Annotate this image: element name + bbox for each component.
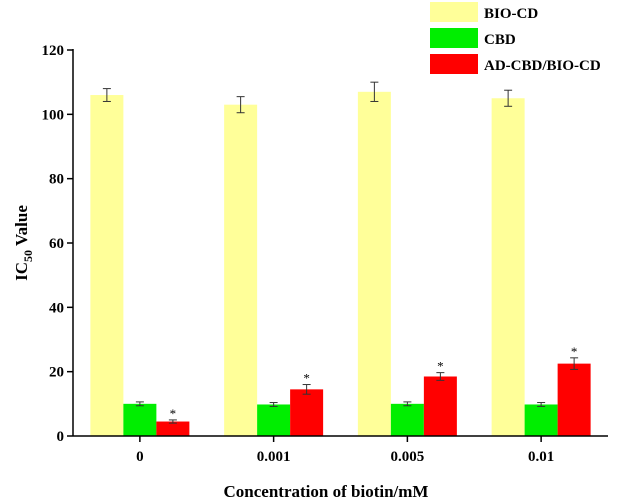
x-axis-title: Concentration of biotin/mM: [224, 482, 429, 501]
bar-bio-cd-3: [491, 98, 525, 436]
bar-cbd-2: [390, 403, 424, 436]
y-tick-label: 100: [42, 107, 65, 123]
y-tick-label: 20: [49, 365, 64, 381]
y-tick-label: 60: [49, 236, 64, 252]
legend-label-cbd: CBD: [484, 32, 516, 48]
y-tick-label: 80: [49, 172, 64, 188]
bar-bio-cd-0: [90, 95, 124, 437]
bar-bio-cd-2: [357, 91, 391, 437]
significance-mark: *: [571, 344, 578, 359]
significance-mark: *: [437, 359, 444, 374]
legend-swatch-ad-cbd-bio-cd: [430, 54, 478, 74]
y-axis-title-rest: Value: [12, 205, 31, 250]
x-tick-label: 0.01: [528, 449, 554, 465]
x-tick-label: 0.005: [391, 449, 425, 465]
y-tick-label: 120: [42, 43, 65, 59]
bar-ad-cbd-bio-cd-2: [423, 376, 457, 436]
y-axis-title-subscript: 50: [21, 250, 35, 262]
significance-mark: *: [170, 406, 177, 421]
bar-bio-cd-1: [224, 104, 258, 436]
bar-cbd-3: [524, 404, 558, 436]
x-tick-label: 0.001: [257, 449, 291, 465]
bar-ad-cbd-bio-cd-3: [557, 363, 591, 436]
plot-area: 0 20 40 60 80 100 120 * 0 * 0.001 * 0.005 * 0.01: [42, 43, 608, 465]
bar-ad-cbd-bio-cd-0: [156, 421, 190, 436]
y-tick-label: 40: [49, 300, 64, 316]
bar-cbd-1: [257, 404, 291, 436]
significance-mark: *: [303, 371, 310, 386]
legend-swatch-cbd: [430, 28, 478, 48]
y-axis-title-main: IC: [12, 262, 31, 281]
bar-cbd-0: [123, 403, 157, 436]
y-axis-title: IC50 Value: [12, 205, 35, 281]
legend-label-bio-cd: BIO-CD: [484, 6, 538, 22]
y-tick-label: 0: [57, 429, 65, 445]
legend: BIO-CD CBD AD-CBD/BIO-CD: [430, 2, 601, 74]
legend-label-ad-cbd-bio-cd: AD-CBD/BIO-CD: [484, 58, 601, 74]
x-tick-label: 0: [136, 449, 144, 465]
legend-swatch-bio-cd: [430, 2, 478, 22]
bar-ad-cbd-bio-cd-1: [290, 389, 324, 436]
